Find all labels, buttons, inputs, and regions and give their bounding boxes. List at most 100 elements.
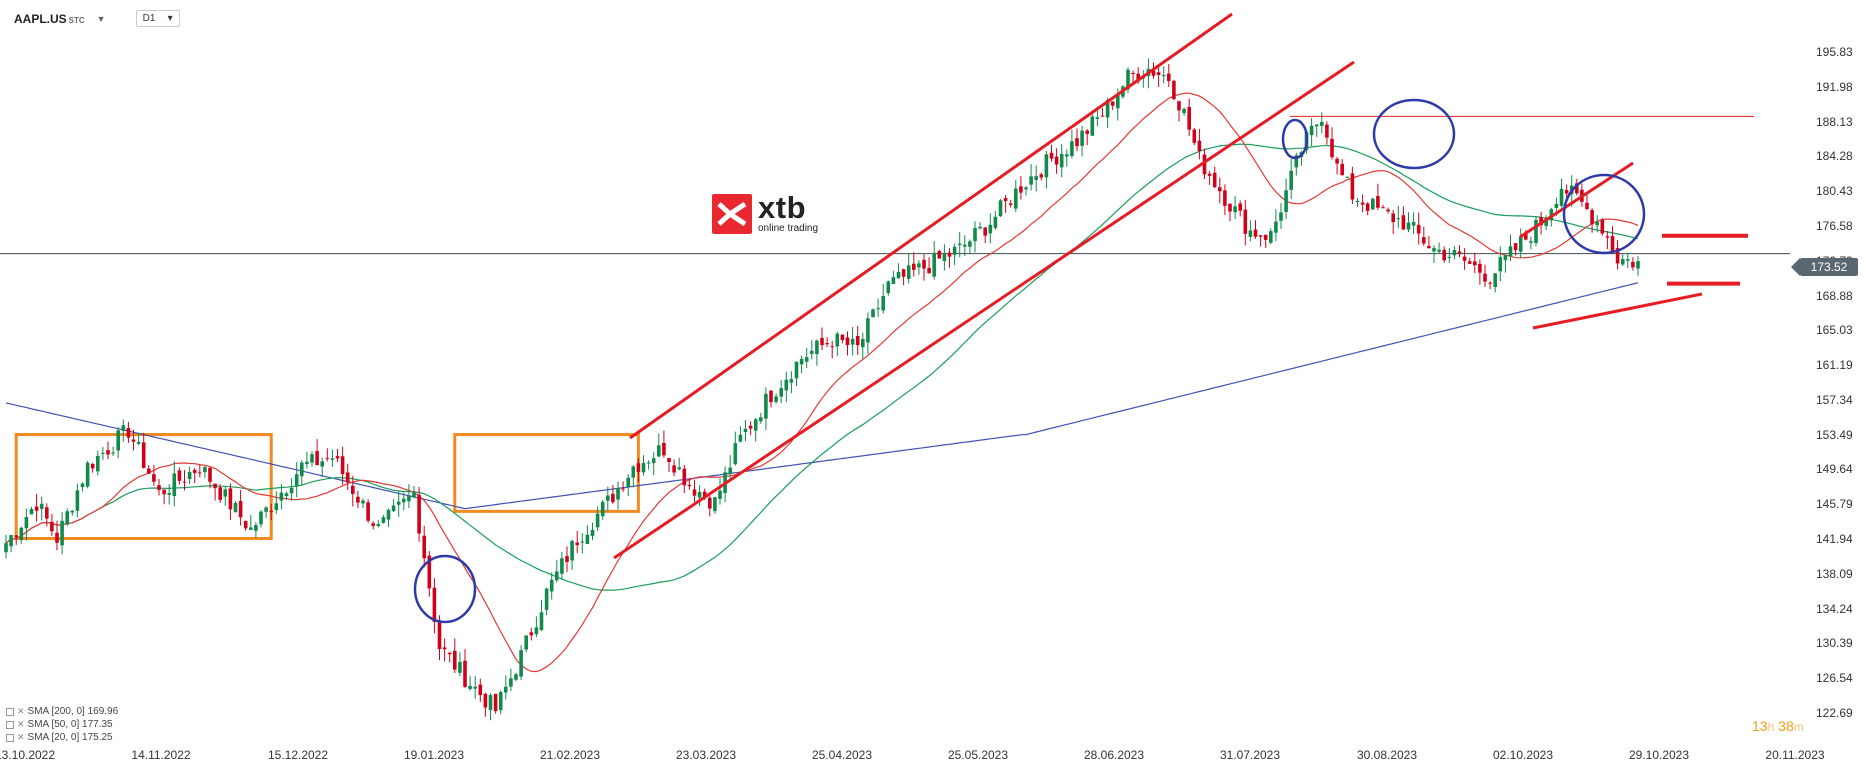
candle-body xyxy=(50,521,54,532)
candle-body xyxy=(866,318,870,343)
logo-tagline: online trading xyxy=(758,223,819,234)
candle-body xyxy=(1289,170,1293,190)
remove-indicator-icon[interactable]: ✕ xyxy=(17,706,25,716)
x-tick-label: 31.07.2023 xyxy=(1219,748,1281,762)
y-tick-label: 153.49 xyxy=(1816,427,1853,442)
candle-body xyxy=(412,492,416,498)
candle-body xyxy=(1615,248,1620,264)
candle-body xyxy=(1590,210,1594,225)
candle-body xyxy=(1636,261,1640,269)
candle-body xyxy=(1452,250,1457,256)
candle-body xyxy=(1600,219,1605,234)
candle-body xyxy=(60,520,64,546)
candle-body xyxy=(1212,172,1217,188)
candle-body xyxy=(1508,246,1513,257)
candle-body xyxy=(447,652,452,655)
candle-body xyxy=(595,513,600,528)
candle-body xyxy=(90,464,95,469)
candle-body xyxy=(1126,69,1130,90)
candle-body xyxy=(1595,221,1599,226)
candle-body xyxy=(509,678,513,687)
candle-body xyxy=(560,558,564,574)
candle-body xyxy=(1355,201,1360,203)
candle-body xyxy=(850,338,855,345)
candle-body xyxy=(1151,70,1156,76)
candle-body xyxy=(718,490,722,499)
candle-body xyxy=(759,417,763,422)
y-tick-label: 176.58 xyxy=(1816,218,1853,233)
candle-body xyxy=(310,454,314,463)
candle-body xyxy=(1014,188,1018,209)
candle-body xyxy=(177,470,182,481)
candle-body xyxy=(1182,108,1186,114)
candle-body xyxy=(922,259,926,269)
candle-body xyxy=(249,527,253,530)
xtb-logo-mark xyxy=(712,193,752,234)
candle-body xyxy=(1075,138,1079,147)
candle-body xyxy=(973,228,977,242)
candle-body xyxy=(840,334,845,341)
candle-body xyxy=(896,272,901,279)
highlight-ellipse xyxy=(1281,118,1309,160)
candle-body xyxy=(514,674,518,680)
candle-body xyxy=(876,308,880,310)
candle-body xyxy=(1320,121,1324,126)
candle-body xyxy=(1386,209,1390,212)
candle-body xyxy=(667,458,671,463)
y-tick-label: 191.98 xyxy=(1816,79,1853,94)
candle-body xyxy=(396,501,401,505)
candle-body xyxy=(55,532,59,543)
candle-body xyxy=(294,474,299,486)
candle-body xyxy=(600,501,605,517)
candle-body xyxy=(1228,203,1232,212)
x-tick-label: 25.04.2023 xyxy=(811,748,873,762)
x-tick-label: 30.08.2023 xyxy=(1356,748,1418,762)
candle-body xyxy=(1080,130,1084,146)
candle-body xyxy=(835,333,840,347)
candle-body xyxy=(1432,248,1436,252)
y-tick-label: 130.39 xyxy=(1816,636,1853,651)
candle-body xyxy=(1294,155,1299,168)
candle-body xyxy=(468,685,472,689)
candle-body xyxy=(804,357,809,362)
indicator-icon xyxy=(6,707,14,716)
candle-body xyxy=(376,524,381,527)
candle-body xyxy=(646,462,651,464)
candle-body xyxy=(993,216,998,228)
legend-item-sma20: ✕ SMA [20, 0] 175.25 xyxy=(6,731,118,744)
candle-body xyxy=(442,647,447,650)
candle-body xyxy=(1177,101,1181,111)
symbol-label[interactable]: AAPL.US STC xyxy=(14,11,85,26)
symbol-dropdown-icon[interactable]: ▼ xyxy=(96,13,106,24)
candle-body xyxy=(498,691,503,711)
candle-body xyxy=(1559,188,1564,206)
candle-body xyxy=(65,511,69,525)
candle-body xyxy=(983,227,987,236)
candle-body xyxy=(386,509,391,520)
candle-countdown: 13h 38m xyxy=(1752,718,1804,734)
candle-body xyxy=(1172,80,1176,100)
candle-body xyxy=(1243,209,1248,234)
candle-body xyxy=(167,493,171,495)
candle-body xyxy=(1478,263,1482,273)
candle-body xyxy=(912,263,916,270)
candle-body xyxy=(1406,222,1411,230)
candle-body xyxy=(172,473,177,497)
candle-body xyxy=(565,556,569,562)
timeframe-select[interactable]: D1 ▾ xyxy=(135,10,180,27)
remove-indicator-icon[interactable]: ✕ xyxy=(17,719,25,729)
candle-body xyxy=(259,511,263,525)
candle-body xyxy=(570,540,574,561)
candle-body xyxy=(555,571,559,581)
candle-body xyxy=(549,579,554,592)
highlight-ellipse xyxy=(413,554,477,624)
candle-body xyxy=(825,343,829,345)
candle-body xyxy=(101,452,105,454)
remove-indicator-icon[interactable]: ✕ xyxy=(17,732,25,742)
legend-item-sma200: ✕ SMA [200, 0] 169.96 xyxy=(6,705,118,718)
candle-body xyxy=(1396,218,1401,220)
candle-body xyxy=(203,467,207,473)
candle-body xyxy=(963,244,967,247)
x-tick-label: 19.01.2023 xyxy=(403,748,465,762)
